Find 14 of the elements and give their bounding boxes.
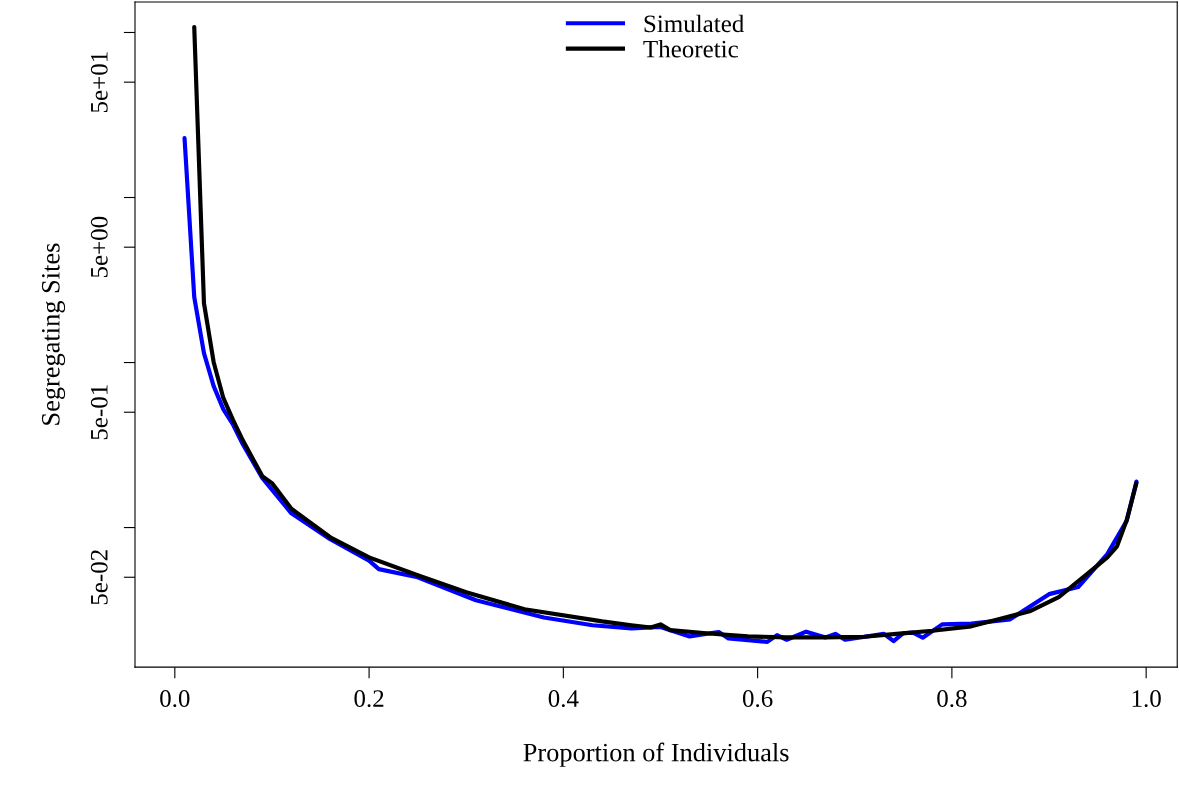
y-tick-label: 5e-02: [90, 550, 108, 605]
legend-label: Theoretic: [643, 39, 738, 58]
x-tick-label: 0.6: [742, 690, 773, 708]
legend-label: Simulated: [644, 14, 744, 33]
x-tick-label: 0.8: [937, 690, 967, 708]
x-tick-label: 1.0: [1132, 690, 1161, 708]
x-tick-label: 0.2: [354, 690, 384, 708]
y-axis-title: Segregating Sites: [41, 243, 66, 425]
y-tick-label: 5e-01: [90, 385, 108, 440]
x-tick-label: 0.0: [160, 690, 190, 708]
y-tick-label: 5e+01: [90, 52, 108, 113]
x-axis-title: Proportion of Individuals: [523, 742, 789, 767]
y-tick-label: 5e+00: [90, 216, 108, 278]
x-tick-label: 0.4: [548, 690, 579, 708]
